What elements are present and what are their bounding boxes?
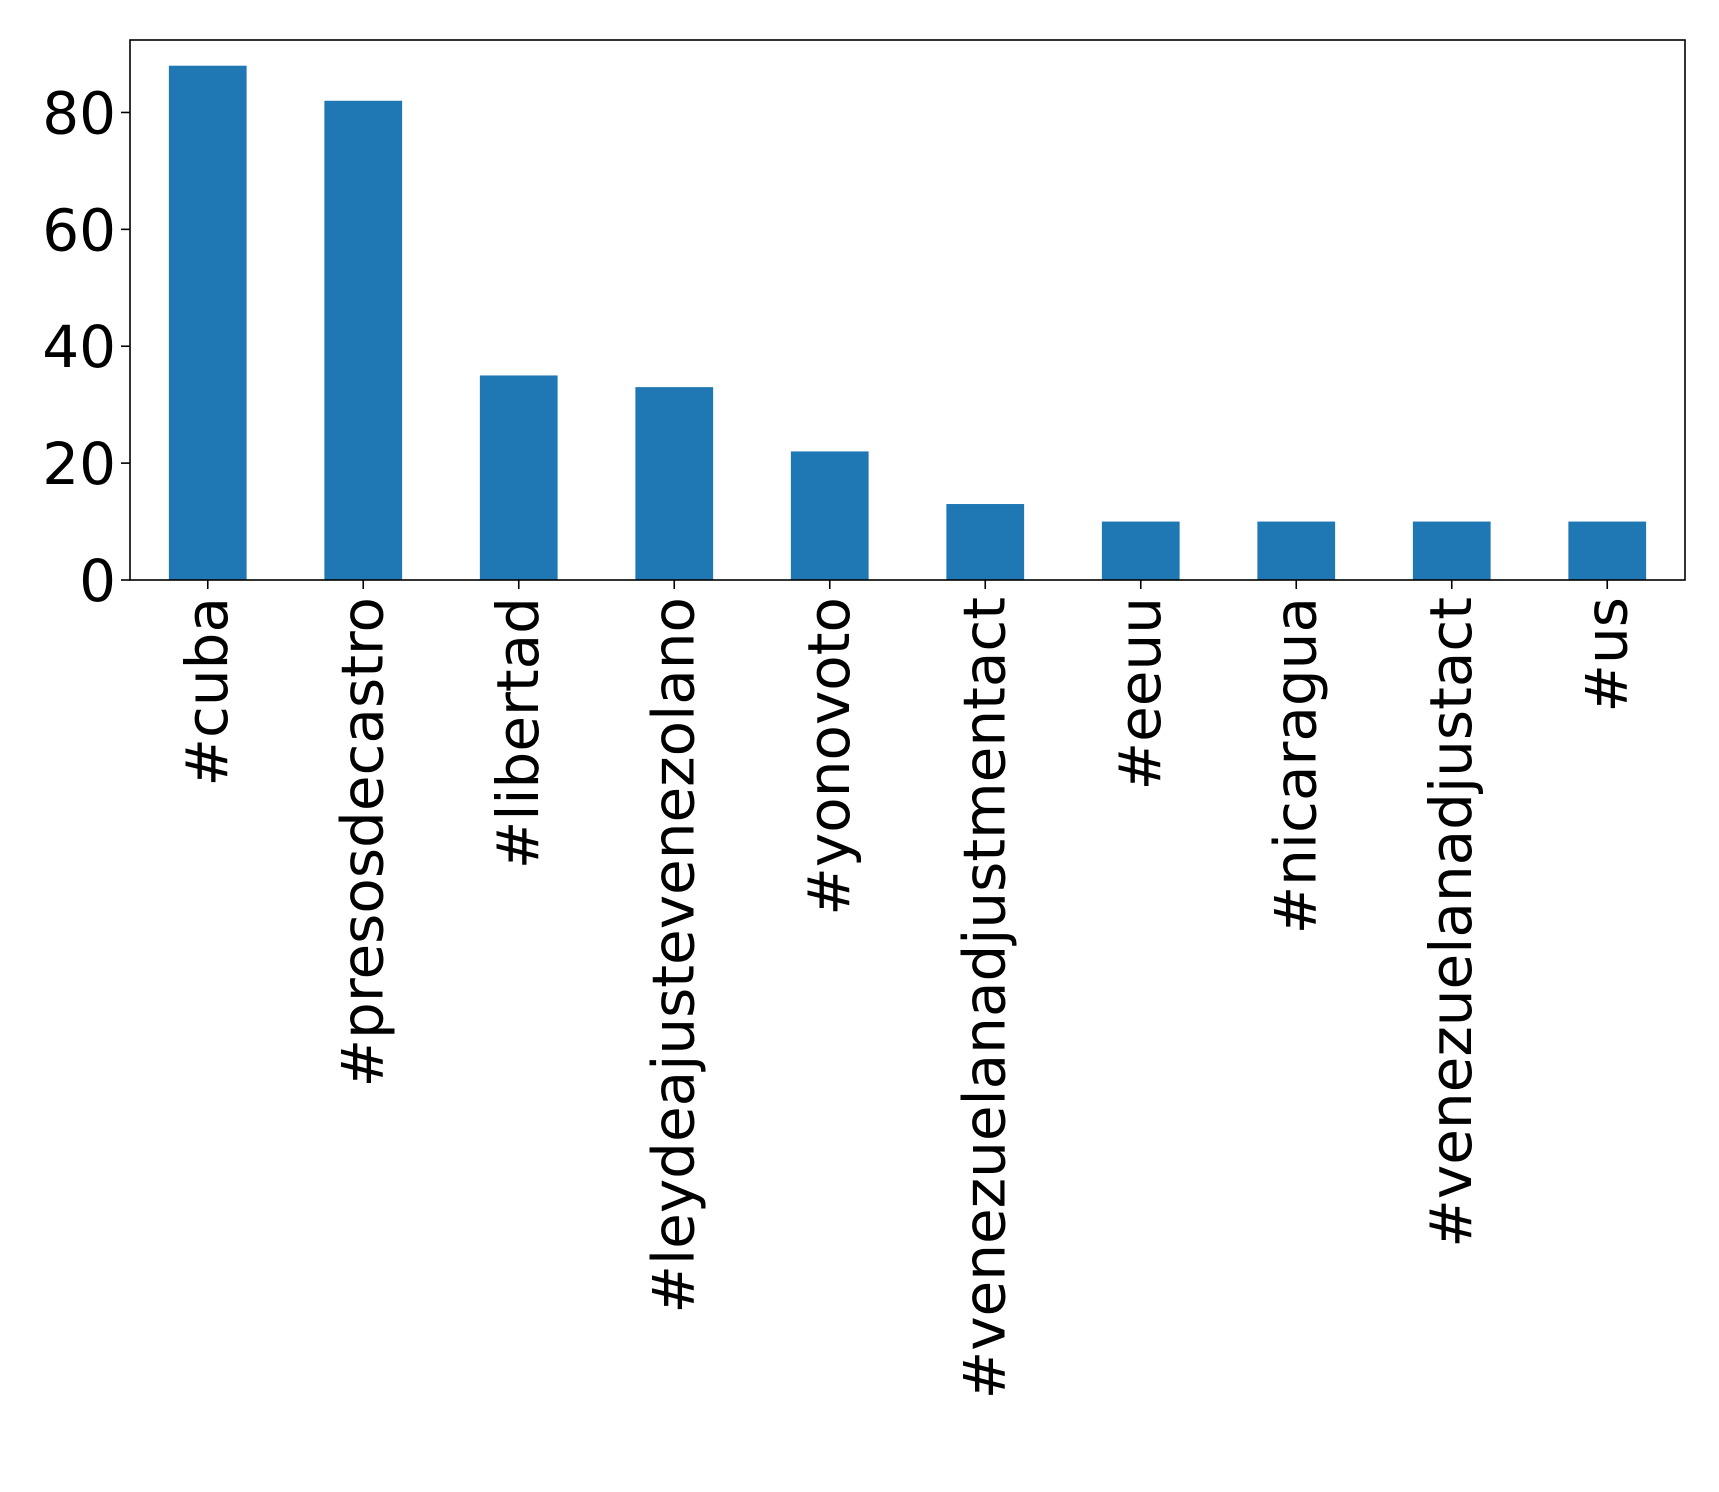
bar-libertad xyxy=(479,375,558,580)
y-tick-label: 60 xyxy=(42,196,116,264)
bar-us xyxy=(1568,521,1647,580)
x-tick-label: #leydeajustevenezolano xyxy=(639,597,707,1314)
x-tick-label: #yonovoto xyxy=(795,597,863,916)
x-tick-label: #libertad xyxy=(484,597,552,869)
x-tick-label: #nicaragua xyxy=(1261,597,1329,934)
bar-nicaragua xyxy=(1257,521,1336,580)
x-tick-label: #venezuelanadjustmentact xyxy=(950,597,1018,1399)
bar-yonovoto xyxy=(790,451,869,580)
x-tick-label: #venezuelanadjustact xyxy=(1417,597,1485,1248)
x-tick-label: #eeuu xyxy=(1106,597,1174,790)
x-tick-label: #presosdecastro xyxy=(328,597,396,1088)
bar-venezuelanadjustmentact xyxy=(946,504,1025,580)
plot-frame xyxy=(129,39,1686,581)
y-tick-label: 0 xyxy=(79,547,116,615)
x-tick-label: #us xyxy=(1572,597,1640,713)
bar-leydeajustevenezolano xyxy=(635,387,714,580)
bar-cuba xyxy=(168,65,247,580)
x-tick-label: #cuba xyxy=(173,597,241,787)
y-tick-label: 80 xyxy=(42,79,116,147)
y-axis: 0 20 40 60 80 xyxy=(42,79,130,615)
y-tick-label: 40 xyxy=(42,313,116,381)
x-axis: #cuba #presosdecastro #libertad #leydeajust… xyxy=(173,580,1640,1399)
bar-presosdecastro xyxy=(324,100,403,580)
y-tick-label: 20 xyxy=(42,430,116,498)
bar-eeuu xyxy=(1101,521,1180,580)
bars-group xyxy=(168,65,1647,580)
bar-venezuelanadjustact xyxy=(1412,521,1491,580)
